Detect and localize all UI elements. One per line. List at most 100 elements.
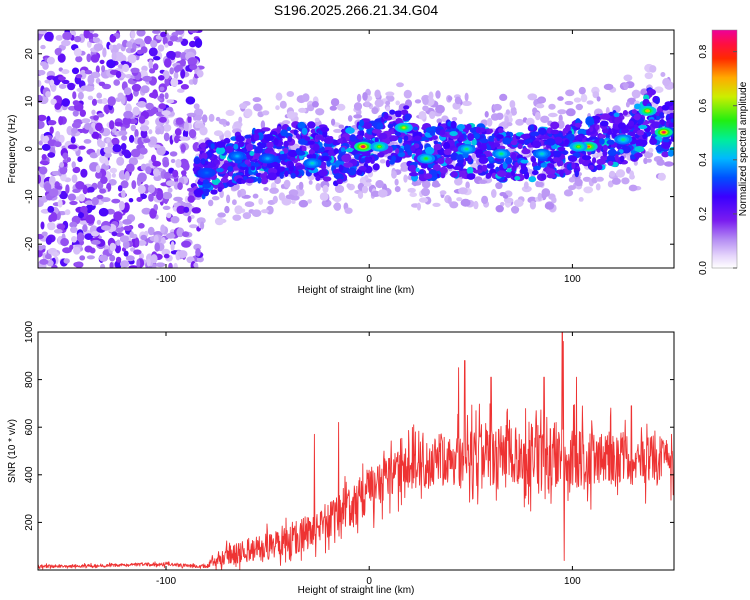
spectrogram-cell <box>137 223 145 229</box>
spectrogram-cell <box>638 124 648 130</box>
spectrogram-cell <box>329 105 337 111</box>
spectrogram-cell <box>194 38 203 48</box>
spectrogram-cell <box>195 123 205 129</box>
spectrogram-cell <box>609 111 614 117</box>
spectrogram-cell <box>169 151 178 157</box>
spectrogram-cell <box>106 59 116 69</box>
spectrogram-cell <box>73 246 81 255</box>
spectrogram-cell <box>180 143 186 153</box>
spectrogram-cell <box>395 148 400 154</box>
spectrogram-cell <box>104 152 112 158</box>
spectrogram-cell <box>130 67 140 74</box>
spectrogram-cell <box>509 100 516 109</box>
spectrogram-cell <box>199 142 207 149</box>
spectrogram-cell <box>458 187 468 195</box>
spectrogram-cell <box>431 182 441 188</box>
spectrogram-cell <box>161 237 166 244</box>
spectrogram-cell <box>231 166 241 171</box>
spectrogram-cell <box>263 171 268 176</box>
spectrogram-cell <box>47 205 55 213</box>
spectrogram-cell <box>609 170 616 177</box>
spectrogram-cell <box>260 176 269 185</box>
spectrogram-cell <box>208 113 215 122</box>
spectrogram-cell <box>332 169 340 175</box>
spectrogram-cell <box>152 30 161 34</box>
spectrogram-hotspot <box>361 145 365 148</box>
spectrogram-cell <box>307 140 315 145</box>
spectrogram-cell <box>471 138 477 146</box>
spectrogram-cell <box>61 39 71 47</box>
spectrogram-cell <box>460 198 471 207</box>
spectrogram-cell <box>195 248 201 257</box>
spectrogram-cell <box>119 235 129 243</box>
spectrogram-cell <box>574 134 584 141</box>
colorbar-frame <box>711 29 738 269</box>
spectrogram-cell <box>363 156 372 164</box>
spectrogram-cell <box>167 187 173 193</box>
spectrogram-cell <box>599 138 605 145</box>
spectrogram-cell <box>38 80 42 87</box>
spectrogram-cell <box>525 117 535 126</box>
snr-x-tick-label: 100 <box>564 576 581 587</box>
snr-x-tick-label: 0 <box>366 576 372 587</box>
spectrogram-cell <box>546 173 556 179</box>
spectrogram-cell <box>188 30 199 33</box>
spectrogram-cell <box>208 199 214 207</box>
spectrogram-cell <box>38 174 41 184</box>
spectrogram-cell <box>662 78 671 87</box>
spectrogram-cell <box>385 91 395 97</box>
spectrogram-cell <box>245 178 254 184</box>
spectrogram-cell <box>158 103 166 110</box>
spectrogram-cell <box>263 187 269 191</box>
spectrogram-cell <box>357 191 364 199</box>
spectrogram-cell <box>385 106 391 112</box>
spectrogram-cell <box>95 65 100 73</box>
spectrogram-cell <box>77 156 83 163</box>
spectrogram-cell <box>523 181 529 190</box>
spectrogram-cell <box>250 165 256 171</box>
spectrogram-cell <box>158 75 165 81</box>
spectrogram-cell <box>488 135 495 143</box>
spectrogram-cell <box>127 54 137 64</box>
spectrogram-cell <box>173 71 179 80</box>
spectrogram-cell <box>649 65 657 73</box>
spectrogram-cell <box>181 240 192 248</box>
spectrogram-cell <box>443 148 452 155</box>
spectrogram-cell <box>376 123 384 130</box>
spectrogram-cell <box>115 70 122 79</box>
colorbar-tick-label: 0.0 <box>698 261 709 275</box>
spectrogram-cell <box>451 117 458 121</box>
spectrogram-cell <box>189 224 198 229</box>
spectrogram-cell <box>606 154 616 163</box>
spectrogram-cell <box>611 177 621 185</box>
snr-y-label: SNR (10 * v/v) <box>7 419 18 483</box>
spectrogram-cell <box>613 112 620 118</box>
spectrogram-cell <box>341 154 352 163</box>
spectrogram-cell <box>278 154 288 161</box>
spectrogram-cell <box>472 169 483 174</box>
spectrogram-cell <box>102 47 107 58</box>
spectrogram-cell <box>364 182 372 187</box>
spectrogram-cell <box>147 226 155 236</box>
spectrogram-cell <box>70 136 76 144</box>
spectrogram-cell <box>315 135 323 140</box>
spectrogram-cell <box>631 109 637 114</box>
spectrogram-cell <box>479 143 487 151</box>
spectrogram-cell <box>237 190 242 198</box>
spectrogram-cell <box>239 103 248 109</box>
spectrogram-cell <box>439 190 447 195</box>
spectrogram-cell <box>84 85 95 92</box>
spectrogram-cell <box>153 204 158 211</box>
spectrogram-cell <box>234 205 243 215</box>
spectrogram-cell <box>55 185 63 190</box>
spectrogram-cell <box>403 174 408 183</box>
spectrogram-cell <box>664 101 674 107</box>
spectrogram-cell <box>63 258 70 264</box>
spectrogram-cell <box>38 200 44 208</box>
spectrogram-cell <box>270 161 279 166</box>
spectrogram-cell <box>400 166 409 172</box>
spectrogram-cell <box>622 82 629 88</box>
spectrogram-cell <box>163 171 172 180</box>
spectrogram-cell <box>84 70 93 75</box>
spectrogram-y-tick-label: 20 <box>24 48 35 60</box>
